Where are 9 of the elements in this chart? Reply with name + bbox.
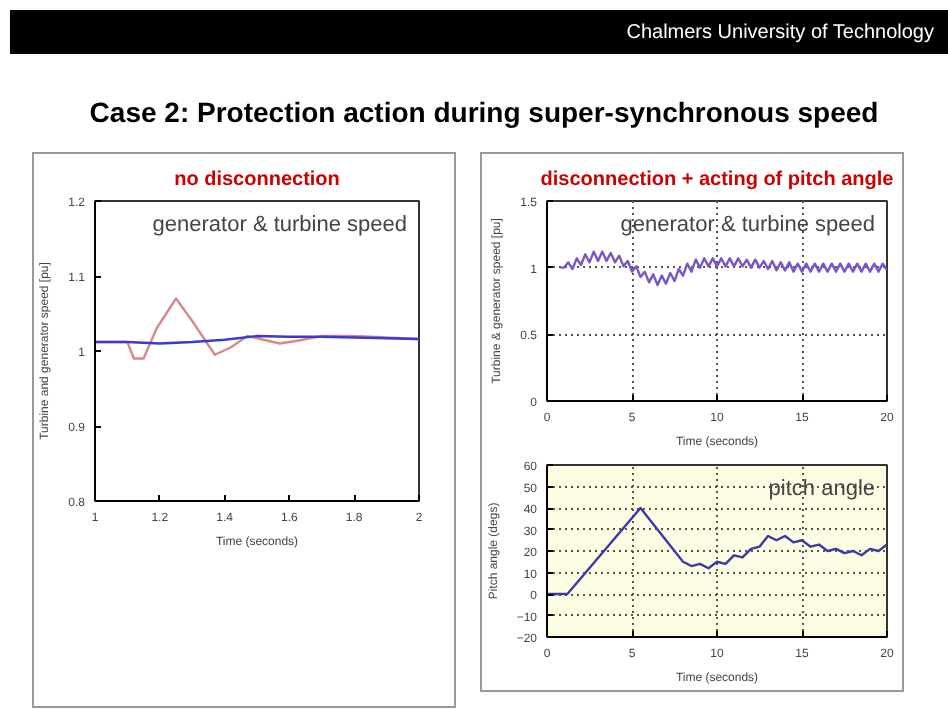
text: Chalmers University of Technology bbox=[626, 20, 934, 48]
chart-title: no disconnection bbox=[174, 169, 340, 191]
annotation: generator & turbine speed bbox=[620, 213, 876, 237]
text: Case 2: Protection action during super-synchronous speed bbox=[89, 94, 879, 132]
chart-title: disconnection + acting of pitch angle bbox=[540, 169, 895, 191]
annotation: generator & turbine speed bbox=[152, 213, 408, 237]
annotation: pitch angle bbox=[768, 477, 876, 501]
line-series bbox=[559, 250, 887, 287]
line-series bbox=[547, 506, 887, 596]
